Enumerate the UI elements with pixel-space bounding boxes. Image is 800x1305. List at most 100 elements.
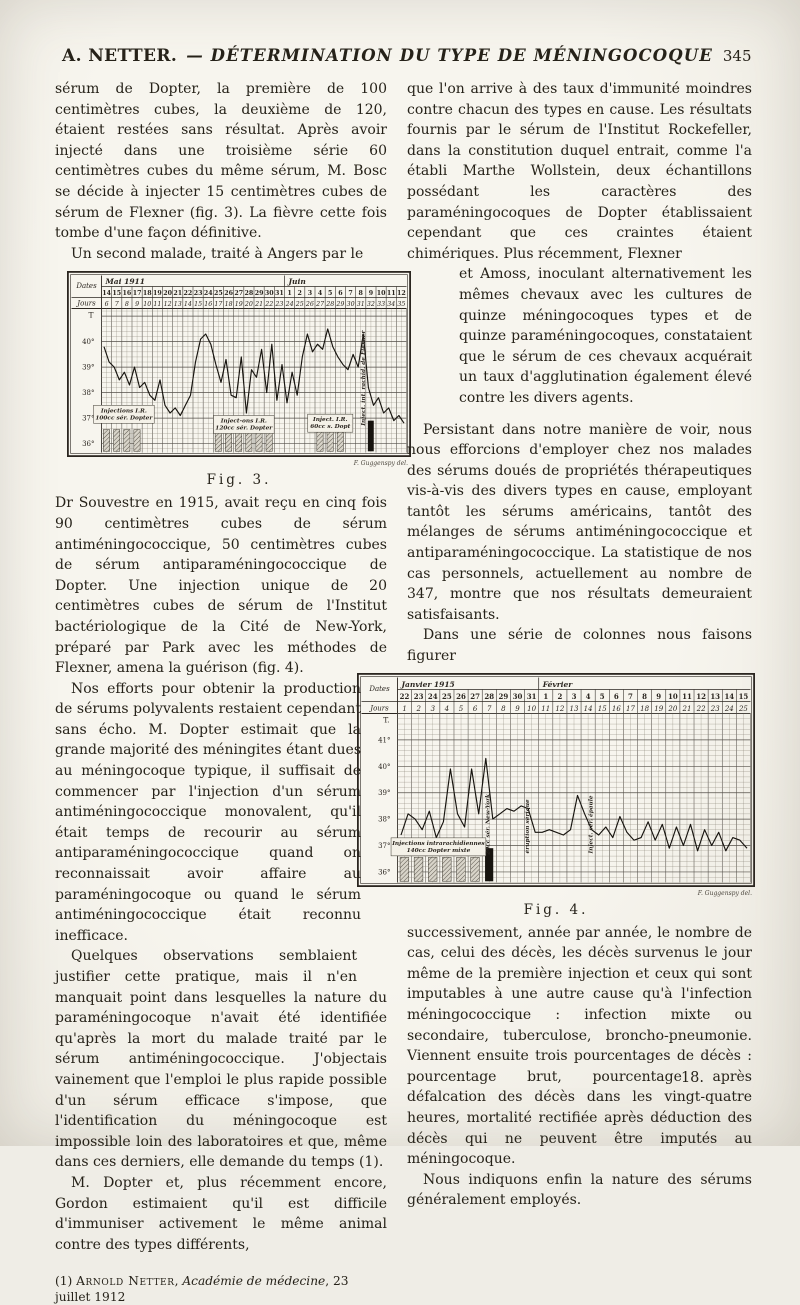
svg-text:21: 21 (254, 301, 263, 308)
svg-text:33: 33 (377, 301, 385, 308)
svg-text:41°: 41° (378, 736, 390, 744)
svg-text:Injections intrarachidiennes: Injections intrarachidiennes (391, 840, 485, 846)
signature-mark: 18. (680, 1070, 704, 1086)
svg-text:Inject. sér. épaule: Inject. sér. épaule (587, 795, 594, 854)
svg-text:39°: 39° (82, 364, 94, 372)
svg-text:7: 7 (487, 705, 492, 713)
svg-text:Inject. I.R.: Inject. I.R. (312, 418, 348, 424)
svg-text:17: 17 (626, 705, 635, 713)
svg-text:Dates: Dates (75, 282, 97, 290)
svg-text:9: 9 (515, 705, 520, 713)
svg-text:4: 4 (318, 290, 323, 297)
paragraph-text: Quelques observations semblaient justifi… (55, 948, 387, 1171)
svg-text:6: 6 (338, 290, 343, 297)
svg-text:60cc s. Dopt: 60cc s. Dopt (310, 425, 350, 431)
figure-3-caption: Fig. 3. (206, 472, 272, 489)
paragraph: successivement, année par année, le nomb… (407, 924, 752, 1168)
figure-3: Dates Jours T Mai 1911 Juin 14 6 15 7 16 8 17 9 18 10 1… (67, 271, 411, 488)
svg-text:3: 3 (572, 692, 577, 701)
svg-text:8: 8 (359, 290, 364, 297)
footnote-source: Académie de médecine (182, 1274, 326, 1289)
svg-text:Dates: Dates (368, 685, 390, 693)
svg-text:23: 23 (194, 290, 203, 297)
svg-text:6: 6 (473, 705, 478, 713)
figure-4: Dates Jours T. Janvier 1915 Février 22 1 23 2 24 3… (357, 672, 755, 918)
svg-text:20: 20 (163, 290, 172, 297)
svg-text:40°: 40° (378, 762, 390, 770)
svg-text:25: 25 (738, 705, 748, 713)
svg-text:éruption sérique: éruption sérique (524, 799, 531, 853)
svg-text:7: 7 (115, 301, 119, 308)
svg-text:T.: T. (383, 715, 389, 724)
svg-text:11: 11 (153, 301, 161, 308)
svg-text:15: 15 (739, 692, 749, 701)
svg-text:5: 5 (328, 290, 332, 297)
footnote-separator: , (174, 1274, 183, 1289)
footnote-author: Arnold Netter (76, 1274, 175, 1289)
svg-text:27: 27 (315, 301, 324, 308)
svg-text:Jours: Jours (75, 300, 96, 308)
svg-text:100cc sér. Dopter: 100cc sér. Dopter (95, 415, 153, 422)
svg-text:5: 5 (459, 705, 464, 713)
svg-text:Mai 1911: Mai 1911 (105, 277, 146, 286)
svg-text:15: 15 (112, 290, 121, 297)
svg-text:9: 9 (656, 692, 661, 701)
svg-text:16: 16 (204, 301, 212, 308)
svg-text:32: 32 (367, 301, 375, 308)
svg-text:22: 22 (400, 692, 410, 701)
svg-text:12: 12 (555, 705, 564, 713)
svg-text:10: 10 (143, 301, 151, 308)
svg-text:19: 19 (654, 705, 663, 713)
svg-text:17: 17 (133, 290, 142, 297)
svg-text:31: 31 (275, 290, 284, 297)
svg-text:16: 16 (123, 290, 132, 297)
svg-text:14: 14 (184, 301, 192, 308)
svg-text:11: 11 (682, 692, 692, 701)
svg-text:16: 16 (612, 705, 621, 713)
svg-text:22: 22 (184, 290, 193, 297)
svg-text:19: 19 (153, 290, 162, 297)
svg-text:F. Guggenspy del.: F. Guggenspy del. (353, 460, 408, 467)
svg-text:12: 12 (696, 692, 706, 701)
svg-text:15: 15 (194, 301, 202, 308)
svg-text:25: 25 (214, 290, 223, 297)
footnote: (1) Arnold Netter, Académie de médecine,… (55, 1273, 387, 1305)
svg-text:1: 1 (543, 692, 548, 701)
svg-text:25: 25 (442, 692, 452, 701)
svg-text:4: 4 (586, 692, 591, 701)
svg-text:12: 12 (397, 290, 406, 297)
svg-text:20: 20 (667, 705, 677, 713)
svg-text:15: 15 (598, 705, 607, 713)
svg-text:12: 12 (164, 301, 172, 308)
svg-text:6: 6 (614, 692, 619, 701)
paragraph: et Amoss, inoculant alternativement les … (407, 264, 752, 408)
svg-text:31: 31 (527, 692, 537, 701)
svg-text:Février: Février (542, 680, 574, 689)
svg-text:34: 34 (387, 301, 395, 308)
figure-4-caption: Fig. 4. (523, 901, 589, 918)
svg-text:22: 22 (696, 705, 706, 713)
svg-text:9: 9 (135, 301, 139, 308)
footnote-marker: (1) (55, 1274, 77, 1289)
left-column: sérum de Dopter, la première de 100 cent… (55, 79, 411, 1305)
svg-text:14: 14 (724, 692, 734, 701)
svg-text:21: 21 (173, 290, 182, 297)
page-header: A. NETTER. — DÉTERMINATION DU TYPE DE MÉ… (0, 0, 800, 66)
svg-text:23: 23 (414, 692, 424, 701)
svg-text:120cc sér. Dopter: 120cc sér. Dopter (215, 425, 273, 432)
svg-text:29: 29 (255, 290, 264, 297)
page-number: 345 (722, 47, 752, 65)
svg-text:18: 18 (225, 301, 233, 308)
svg-text:10: 10 (527, 705, 536, 713)
svg-text:11: 11 (387, 290, 396, 297)
svg-text:8: 8 (125, 301, 129, 308)
svg-text:7: 7 (628, 692, 633, 701)
svg-text:8: 8 (642, 692, 647, 701)
svg-text:40°: 40° (82, 338, 94, 346)
svg-text:27: 27 (470, 692, 480, 701)
svg-text:20: 20 (244, 301, 253, 308)
svg-text:31: 31 (357, 301, 365, 308)
svg-text:24: 24 (724, 705, 734, 713)
